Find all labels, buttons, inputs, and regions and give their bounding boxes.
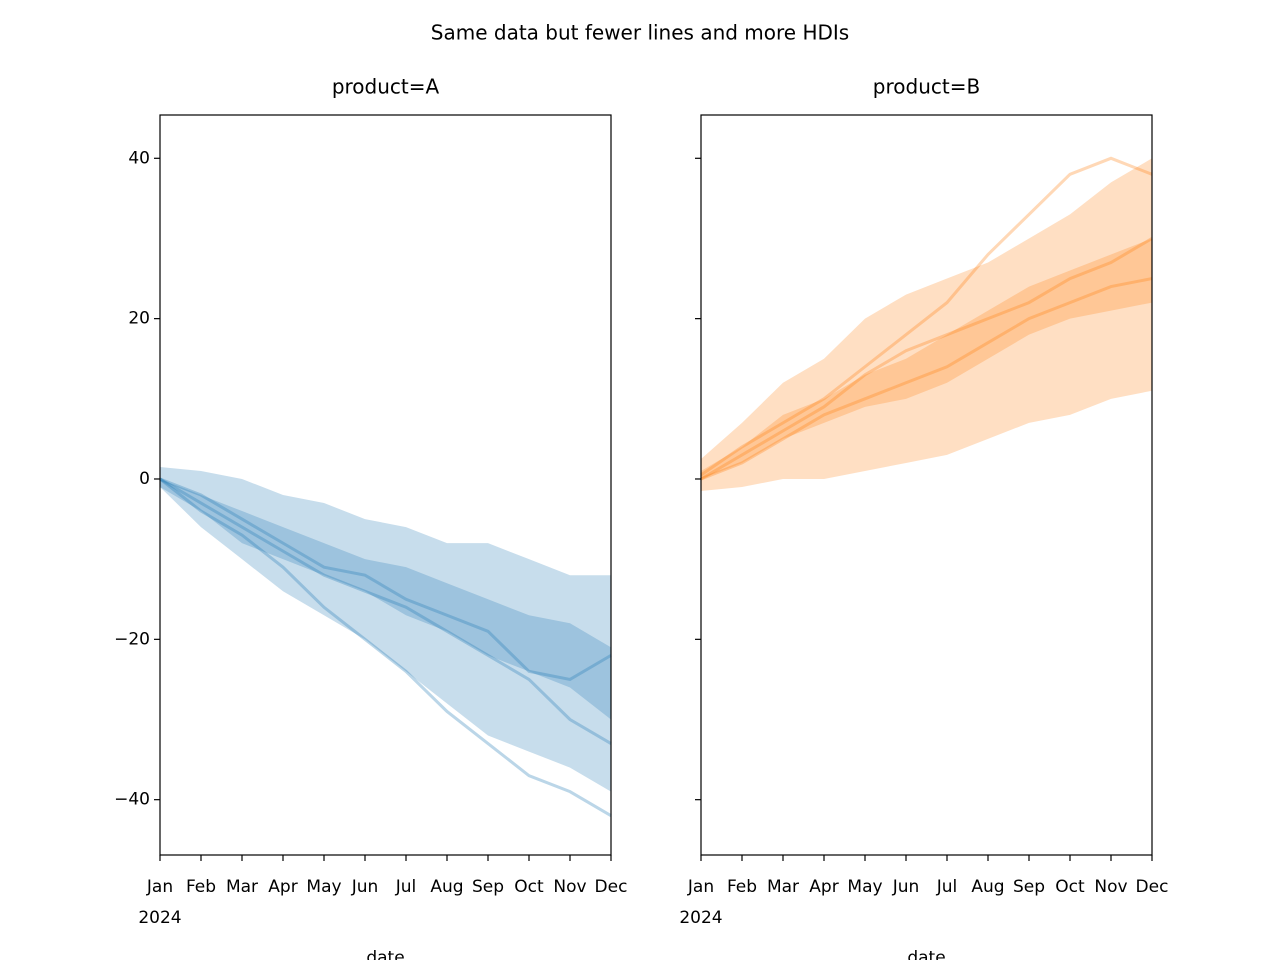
hdi-band [160, 478, 611, 720]
x-tick-label: Oct [1055, 877, 1085, 897]
x-tick-label: Aug [971, 877, 1004, 897]
x-tick-label: Sep [472, 877, 504, 897]
x-axis-label: date [366, 948, 404, 960]
x-axis-label: date [907, 948, 945, 960]
axes-frame [700, 114, 1153, 856]
x-tick-label: Jul [395, 877, 417, 897]
x-tick-label: Nov [1094, 877, 1127, 897]
hdi-band [701, 158, 1152, 492]
line [159, 477, 612, 682]
x-tick-label: Aug [430, 877, 463, 897]
x-year-label: 2024 [138, 908, 181, 928]
x-tick-label: May [847, 877, 882, 897]
hdi-band [160, 466, 611, 792]
y-tick-label: −40 [114, 790, 150, 810]
x-tick-label: Dec [595, 877, 628, 897]
line [700, 237, 1153, 481]
x-tick-label: Mar [767, 877, 799, 897]
x-tick-label: Oct [514, 877, 544, 897]
y-tick-label: 0 [139, 469, 150, 489]
x-tick-label: Apr [809, 877, 838, 897]
x-tick-label: Apr [268, 877, 297, 897]
line [700, 156, 1153, 477]
line [159, 477, 612, 745]
x-tick-label: Jun [351, 877, 379, 897]
x-tick-label: Mar [226, 877, 258, 897]
y-tick-label: 40 [128, 148, 150, 168]
axes-frame [159, 114, 612, 856]
x-tick-label: Jan [687, 877, 714, 897]
x-tick-label: Dec [1136, 877, 1169, 897]
figure-title: Same data but fewer lines and more HDIs [431, 21, 849, 45]
hdi-band [701, 238, 1152, 479]
x-tick-label: Jan [146, 877, 173, 897]
line [700, 277, 1153, 481]
subplot-title: product=A [332, 75, 440, 99]
x-tick-label: Feb [186, 877, 216, 897]
x-tick-label: Nov [553, 877, 586, 897]
subplot-title: product=B [873, 75, 980, 99]
y-tick-label: −20 [114, 629, 150, 649]
y-tick-label: 20 [128, 309, 150, 329]
x-year-label: 2024 [679, 908, 722, 928]
x-tick-label: Jul [936, 877, 958, 897]
x-tick-label: Sep [1013, 877, 1045, 897]
x-tick-label: Feb [727, 877, 757, 897]
x-tick-label: Jun [892, 877, 920, 897]
x-tick-label: May [306, 877, 341, 897]
line [159, 477, 612, 818]
